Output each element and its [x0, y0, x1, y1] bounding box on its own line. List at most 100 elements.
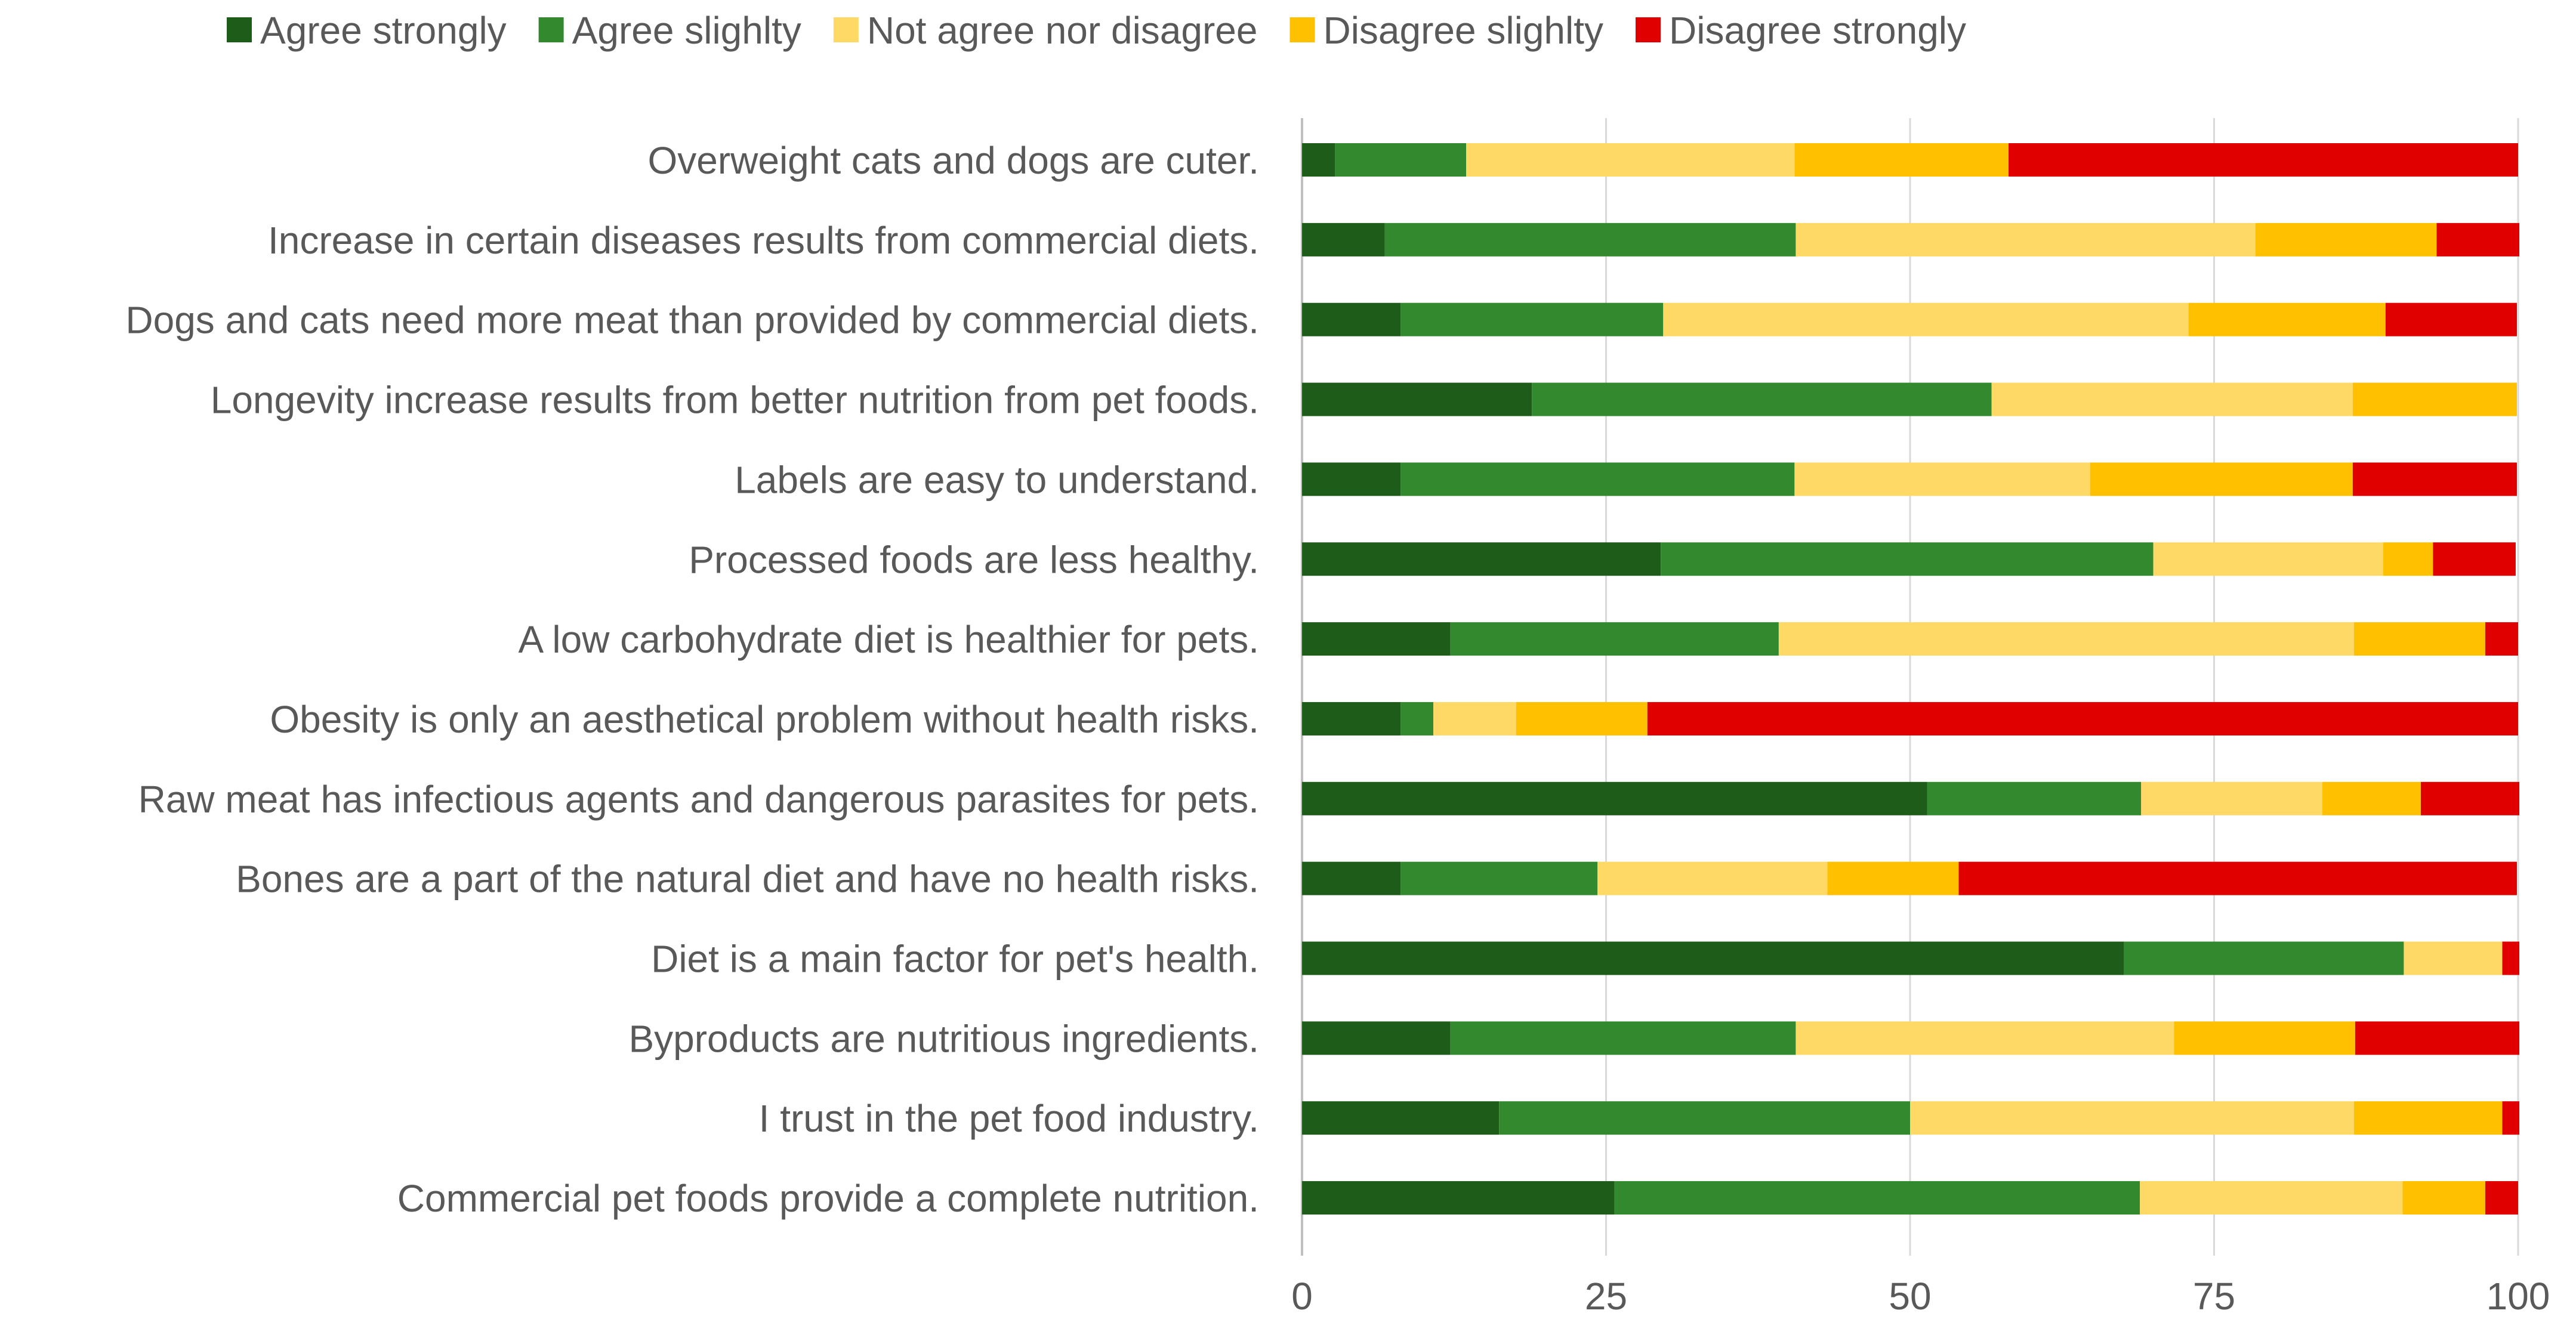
- bar-segment: [2140, 1181, 2403, 1215]
- bar-segment: [1778, 622, 2354, 656]
- legend: Agree strongly Agree slighlty Not agree no…: [227, 9, 1966, 52]
- x-tick-label: 100: [2486, 1275, 2550, 1318]
- bar-segment: [2433, 542, 2516, 576]
- bar-segment: [1516, 702, 1648, 736]
- bar-segment: [1302, 941, 2124, 975]
- bar-segment: [1400, 462, 1795, 496]
- bar-segment: [2353, 622, 2485, 656]
- bar-segment: [2402, 1181, 2485, 1215]
- category-label: Longevity increase results from better n…: [211, 379, 1259, 422]
- bar-segment: [1647, 702, 2518, 736]
- bar-segment: [1910, 1101, 2354, 1135]
- legend-item: Agree slighlty: [538, 9, 801, 52]
- bar-segment: [2174, 1021, 2355, 1055]
- x-tick-label: 25: [1585, 1275, 1627, 1318]
- bar-segment: [1466, 143, 1795, 177]
- legend-item: Disagree strongly: [1636, 9, 1966, 52]
- bar-segment: [1400, 702, 1434, 736]
- legend-swatch: [1289, 17, 1315, 42]
- bars: [1302, 143, 2520, 1215]
- bar-segment: [1302, 462, 1401, 496]
- bar-segment: [2485, 1181, 2518, 1215]
- gridlines: [1301, 118, 2519, 1256]
- category-label: Increase in certain diseases results fro…: [268, 219, 1259, 262]
- category-label: Bones are a part of the natural diet and…: [236, 858, 1259, 901]
- category-label: Obesity is only an aesthetical problem w…: [270, 698, 1259, 741]
- category-label: Diet is a main factor for pet's health.: [651, 938, 1259, 981]
- bar-segment: [1302, 781, 1927, 815]
- legend-item: Agree strongly: [227, 9, 507, 52]
- bar-segment: [2385, 302, 2517, 336]
- bar-segment: [1958, 861, 2517, 895]
- legend-swatch: [833, 17, 859, 42]
- category-label: Dogs and cats need more meat than provid…: [125, 299, 1259, 342]
- bar-segment: [1827, 861, 1959, 895]
- legend-item: Not agree nor disagree: [833, 9, 1258, 52]
- bar-segment: [1400, 861, 1598, 895]
- bar-segment: [2502, 1101, 2520, 1135]
- bar-segment: [1302, 1181, 1615, 1215]
- bar-segment: [1302, 382, 1532, 416]
- bar-segment: [1927, 781, 2142, 815]
- bar-segment: [1991, 382, 2353, 416]
- bar-segment: [1794, 462, 2090, 496]
- legend-item: Disagree slighlty: [1289, 9, 1603, 52]
- bar-segment: [1794, 143, 2009, 177]
- bar-segment: [1302, 861, 1401, 895]
- bar-segment: [1433, 702, 1516, 736]
- bar-segment: [1597, 861, 1828, 895]
- bar-segment: [1796, 1021, 2174, 1055]
- legend-label: Disagree strongly: [1669, 9, 1966, 52]
- bar-segment: [2255, 222, 2437, 257]
- x-axis-ticks: 0 25 50 75 100: [1291, 1275, 2550, 1318]
- bar-segment: [1302, 1021, 1451, 1055]
- bar-segment: [2420, 781, 2520, 815]
- category-label: Labels are easy to understand.: [735, 458, 1259, 501]
- bar-segment: [1450, 1021, 1796, 1055]
- legend-label: Disagree slighlty: [1323, 9, 1603, 52]
- bar-segment: [2436, 222, 2520, 257]
- bar-segment: [1663, 302, 2189, 336]
- category-label: Byproducts are nutritious ingredients.: [628, 1017, 1259, 1060]
- bar-segment: [2353, 1101, 2503, 1135]
- bar-segment: [2009, 143, 2518, 177]
- category-labels: Overweight cats and dogs are cuter. Incre…: [125, 139, 1259, 1220]
- bar-segment: [1302, 302, 1401, 336]
- bar-segment: [1335, 143, 1467, 177]
- bar-segment: [1400, 302, 1664, 336]
- bar-segment: [2383, 542, 2433, 576]
- category-label: Raw meat has infectious agents and dange…: [138, 778, 1259, 821]
- category-label: Overweight cats and dogs are cuter.: [647, 139, 1259, 182]
- category-label: Processed foods are less healthy.: [689, 538, 1259, 581]
- bar-segment: [1302, 622, 1451, 656]
- legend-swatch: [538, 17, 564, 42]
- bar-segment: [2141, 781, 2322, 815]
- bar-segment: [2153, 542, 2383, 576]
- bar-segment: [1532, 382, 1992, 416]
- bar-segment: [2188, 302, 2386, 336]
- bar-segment: [1302, 542, 1661, 576]
- legend-label: Agree slighlty: [572, 9, 801, 52]
- x-tick-label: 75: [2193, 1275, 2235, 1318]
- bar-segment: [1499, 1101, 1910, 1135]
- bar-segment: [1302, 143, 1335, 177]
- x-tick-label: 0: [1291, 1275, 1313, 1318]
- bar-segment: [1661, 542, 2154, 576]
- legend-label: Agree strongly: [260, 9, 507, 52]
- bar-segment: [1302, 702, 1401, 736]
- bar-segment: [2322, 781, 2421, 815]
- bar-segment: [1384, 222, 1796, 257]
- category-label: Commercial pet foods provide a complete …: [397, 1177, 1259, 1220]
- category-label: I trust in the pet food industry.: [759, 1097, 1259, 1140]
- bar-segment: [2352, 382, 2517, 416]
- legend-label: Not agree nor disagree: [867, 9, 1258, 52]
- legend-swatch: [227, 17, 252, 42]
- legend-swatch: [1636, 17, 1661, 42]
- bar-segment: [2355, 1021, 2520, 1055]
- bar-segment: [1614, 1181, 2140, 1215]
- category-label: A low carbohydrate diet is healthier for…: [518, 618, 1259, 661]
- bar-segment: [2502, 941, 2520, 975]
- bar-segment: [2404, 941, 2503, 975]
